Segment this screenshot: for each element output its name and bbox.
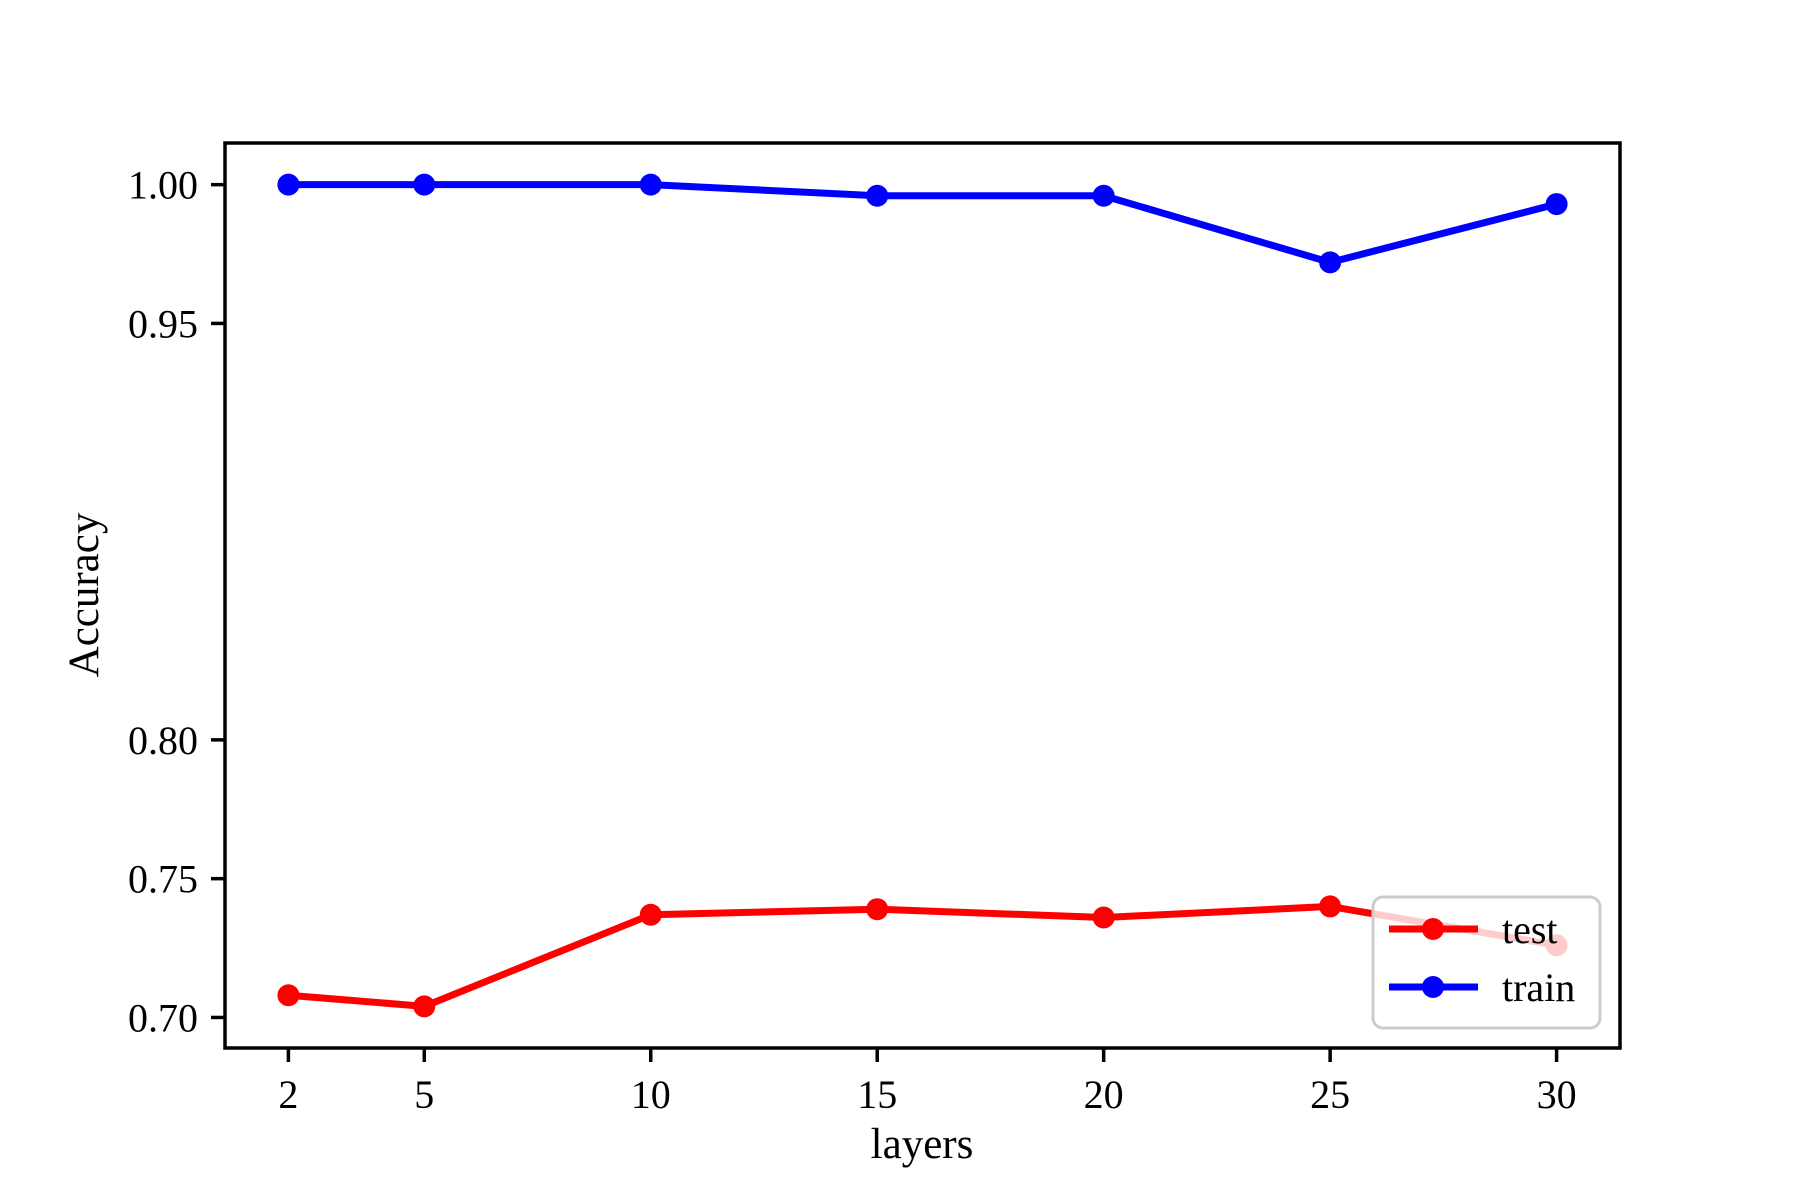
train-point — [277, 173, 300, 196]
x-tick-label: 15 — [857, 1072, 897, 1117]
test-point — [277, 984, 300, 1007]
y-tick-label: 0.95 — [128, 301, 198, 346]
legend-label-test: test — [1502, 907, 1558, 952]
y-axis-label: Accuracy — [61, 512, 108, 677]
train-point — [866, 184, 889, 207]
x-tick-label: 20 — [1084, 1072, 1124, 1117]
x-tick-label: 5 — [414, 1072, 434, 1117]
x-axis-label: layers — [871, 1121, 974, 1168]
test-line — [288, 902, 1558, 1010]
y-tick-label: 0.75 — [128, 857, 198, 902]
series-layer — [277, 173, 1568, 1018]
legend-item-test: test — [1389, 907, 1558, 952]
legend-marker-test — [1422, 918, 1444, 940]
test-point — [866, 898, 889, 921]
legend: test train — [1371, 895, 1602, 1030]
legend-item-train: train — [1389, 965, 1575, 1010]
x-tick-label: 10 — [631, 1072, 671, 1117]
train-point — [413, 173, 436, 196]
test-point — [1092, 906, 1115, 929]
plot-frame — [223, 141, 1622, 1050]
legend-label-train: train — [1502, 965, 1575, 1010]
train-point — [639, 173, 662, 196]
test-point — [413, 995, 436, 1018]
legend-marker-train — [1422, 976, 1444, 998]
test-point — [639, 903, 662, 926]
x-tick-label: 30 — [1537, 1072, 1577, 1117]
train-point — [1319, 251, 1342, 274]
y-tick-label: 0.80 — [128, 718, 198, 763]
train-point — [1545, 193, 1568, 216]
ticks-layer: 2 5 10 15 20 25 301.000.950.800.750.70 — [128, 163, 1577, 1117]
train-line — [288, 181, 1558, 266]
test-point — [1319, 895, 1342, 918]
x-tick-label: 25 — [1310, 1072, 1350, 1117]
x-tick-label: 2 — [278, 1072, 298, 1117]
train-point — [1092, 184, 1115, 207]
y-tick-label: 1.00 — [128, 163, 198, 208]
y-tick-label: 0.70 — [128, 995, 198, 1040]
